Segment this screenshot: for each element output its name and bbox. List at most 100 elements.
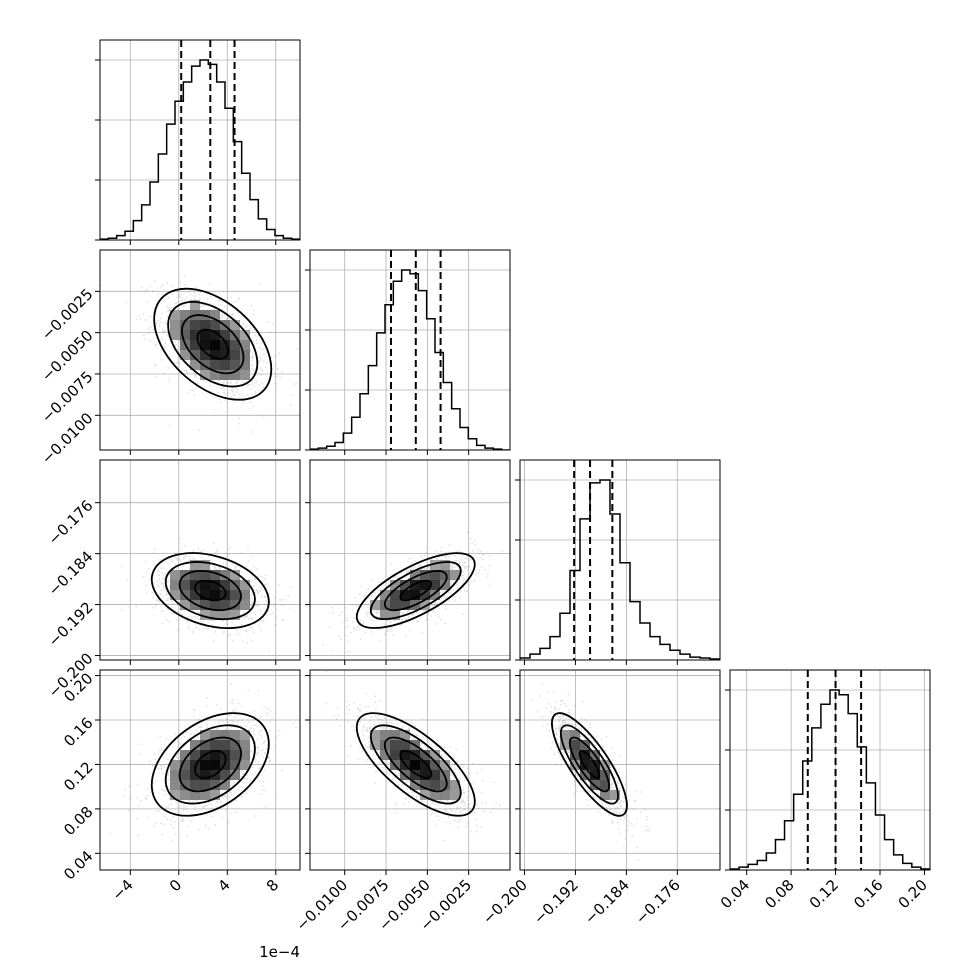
scatter-3-0-cell [190, 760, 200, 770]
scatter-1-0-cell [230, 370, 240, 380]
scatter-2-0-cell [180, 600, 190, 610]
xticklabel-2-0: −0.200 [479, 876, 531, 928]
scatter-2-0-cell [200, 570, 210, 580]
scatter-3-0-cell [180, 780, 190, 790]
scatter-1-0-cell [200, 330, 210, 340]
xticklabel-2-2: −0.184 [581, 876, 633, 928]
scatter-3-1-cell [400, 740, 410, 750]
scatter-1-0-cell [230, 360, 240, 370]
scatter-3-0-cell [210, 760, 220, 770]
scatter-2-0-contour-1 [178, 570, 242, 612]
scatter-1-0-cell [220, 350, 230, 360]
scatter-2-1-cell [440, 560, 450, 570]
scatter-2-1-contour-1 [383, 570, 448, 612]
scatter-2-0-cell [230, 570, 240, 580]
scatter-3-0-cell [210, 730, 220, 740]
xticklabel-3-0: 0.04 [717, 876, 753, 912]
scatter-3-0-cell [200, 740, 210, 750]
scatter-2-0-cell [230, 610, 240, 620]
scatter-3-0-cell [210, 750, 220, 760]
xticklabel-3-2: 0.12 [806, 876, 842, 912]
scatter-1-0-cell [240, 340, 250, 350]
scatter-1-0-cell [210, 360, 220, 370]
scatter-1-0-cell [240, 350, 250, 360]
scatter-2-0-cell [220, 600, 230, 610]
scatter-3-0-cell [170, 780, 180, 790]
scatter-2-0-cell [230, 590, 240, 600]
hist-panel-0 [95, 39, 301, 245]
scatter-3-0-cell [170, 790, 180, 800]
scatter-3-2-cell [580, 760, 590, 770]
scatter-3-1-frame [309, 669, 511, 871]
xticklabel-2-3: −0.176 [632, 876, 684, 928]
scatter-3-1-cell [420, 790, 430, 800]
scatter-1-0-cell [200, 340, 210, 350]
scatter-2-1-cell [410, 570, 420, 580]
scatter-2-1-cell [390, 610, 400, 620]
scatter-1-0-cell [190, 360, 200, 370]
scatter-1-0-cell [200, 350, 210, 360]
scatter-3-0-cell [210, 740, 220, 750]
scatter-2-1-frame [309, 459, 511, 661]
scatter-1-0-cell [220, 370, 230, 380]
scatter-3-0-contour-2 [164, 724, 256, 805]
scatter-3-0-cell [190, 780, 200, 790]
scatter-3-2-data [531, 683, 650, 861]
scatter-3-0-cell [230, 770, 240, 780]
scatter-3-1-cell [440, 790, 450, 800]
yticklabel-3-3: 0.16 [60, 714, 96, 750]
scatter-3-0-cell [230, 750, 240, 760]
scatter-3-0-cell [230, 760, 240, 770]
hist-2-steps [520, 479, 720, 660]
scatter-2-1-cell [430, 570, 440, 580]
xticklabel-0-1: 0 [166, 876, 185, 895]
scatter-3-1-cell [430, 790, 440, 800]
scatter-2-0-cell [200, 560, 210, 570]
scatter-3-0-cell [200, 780, 210, 790]
scatter-2-0-cell [230, 600, 240, 610]
scatter-3-0-cell [170, 760, 180, 770]
scatter-1-0-cell [180, 350, 190, 360]
scatter-3-1-cell [380, 730, 390, 740]
scatter-3-1-contour-0 [399, 750, 433, 779]
scatter-3-2-cell [570, 760, 580, 770]
scatter-3-0-cell [170, 770, 180, 780]
hist-panel-1 [305, 249, 511, 455]
scatter-2-1-contour-3 [355, 552, 476, 629]
scatter-2-1-cell [380, 610, 390, 620]
scatter-1-0-cell [190, 350, 200, 360]
scatter-3-1-cell [420, 750, 430, 760]
hist-1-frame [309, 249, 511, 451]
scatter-2-0-cell [170, 590, 180, 600]
scatter-3-0-cell [240, 740, 250, 750]
hist-2-frame [519, 459, 721, 661]
scatter-2-1-cell [390, 590, 400, 600]
scatter-3-2-contour-3 [551, 712, 628, 817]
scatter-2-0-cell [170, 570, 180, 580]
scatter-3-0-cell [230, 730, 240, 740]
scatter-2-0-cell [190, 600, 200, 610]
scatter-3-2-cell [580, 750, 590, 760]
scatter-2-1-cell [430, 590, 440, 600]
scatter-2-1-cell [440, 570, 450, 580]
scatter-2-0-cell [210, 570, 220, 580]
yticklabel-2-1: −0.192 [45, 598, 97, 650]
scatter-3-2-cell [570, 730, 580, 740]
scatter-1-0-cell [180, 320, 190, 330]
scatter-3-2-cell [600, 790, 610, 800]
scatter-2-0-data [120, 537, 300, 653]
scatter-2-1-cell [400, 590, 410, 600]
scatter-1-0-cell [170, 320, 180, 330]
scatter-3-0-frame [99, 669, 301, 871]
scatter-2-0-points [120, 537, 300, 653]
scatter-2-1-cell [430, 560, 440, 570]
scatter-3-0-cell [210, 790, 220, 800]
scatter-1-0-cell [220, 360, 230, 370]
scatter-3-1-cell [430, 760, 440, 770]
scatter-3-0-contour-1 [178, 736, 242, 793]
scatter-1-0-cell [210, 370, 220, 380]
scatter-3-0-cell [180, 770, 190, 780]
scatter-3-2-cell [560, 740, 570, 750]
scatter-3-1-cell [410, 770, 420, 780]
x-offset-label-0: 1e−4 [259, 943, 300, 961]
